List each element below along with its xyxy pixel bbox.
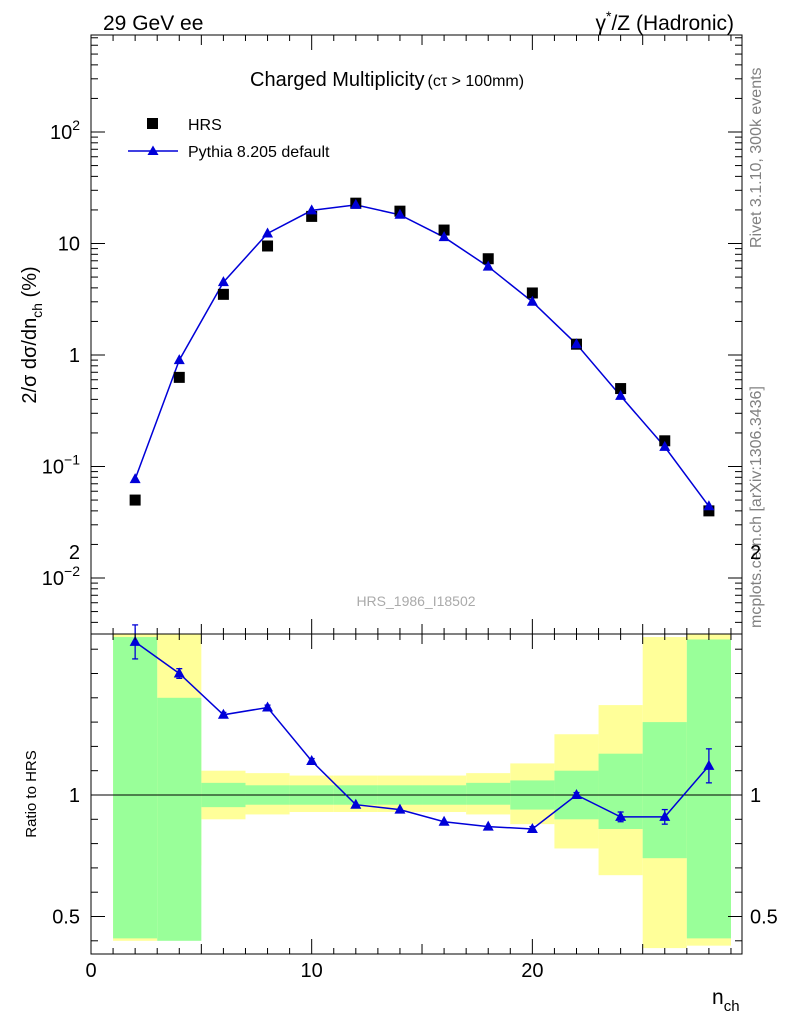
ratio-bands	[113, 634, 731, 949]
hrs-point	[615, 383, 627, 395]
main-y-tick-labels: 10−2 10−1 1 10 102	[42, 117, 80, 590]
x-axis-label: nch	[712, 986, 740, 1015]
y-tick-label: 10−1	[42, 452, 80, 479]
legend-pythia-label: Pythia 8.205 default	[188, 144, 330, 161]
ratio-line	[134, 641, 710, 830]
ratio-point	[350, 798, 362, 809]
ratio-panel: 0.5 0.5 1 1 2 2 0 10 20 Ratio to HRS nch	[23, 542, 778, 1015]
ratio-series	[129, 624, 715, 834]
x-tick-label: 0	[85, 960, 96, 982]
ratio-point	[615, 810, 627, 821]
ratio-point	[394, 803, 406, 814]
x-tick-labels: 0 10 20	[85, 960, 543, 982]
ratio-y-tick-labels: 0.5 0.5 1 1 2 2	[52, 542, 778, 929]
process-label: γ*/Z (Hadronic)	[596, 8, 734, 35]
green-band	[686, 639, 731, 939]
mcplots-label: mcplots.cern.ch [arXiv:1306.3436]	[748, 386, 765, 628]
green-band	[466, 782, 511, 805]
ratio-point	[659, 810, 671, 821]
chart-title: Charged Multiplicity (cτ > 100mm)	[250, 69, 524, 91]
y-tick-label: 102	[50, 117, 80, 144]
green-band	[157, 697, 202, 941]
hrs-point	[482, 253, 494, 265]
pythia-point	[659, 440, 671, 451]
main-series	[129, 197, 715, 517]
pythia-point	[482, 260, 494, 271]
main-panel: 10−2 10−1 1 10 102 Charged Multiplicity (cτ >…	[19, 34, 743, 635]
legend-hrs-label: HRS	[188, 117, 222, 134]
hrs-point	[173, 371, 185, 383]
hrs-point	[526, 287, 538, 299]
pythia-point	[306, 204, 318, 215]
y-axis-label: 2/σ dσ/dnch (%)	[19, 266, 45, 403]
pythia-point	[570, 338, 582, 349]
hrs-point	[129, 494, 141, 506]
y-tick-label: 1	[69, 345, 80, 367]
pythia-point	[262, 227, 274, 238]
legend-hrs-marker	[147, 118, 158, 129]
ratio-frame	[90, 633, 743, 955]
ratio-point	[129, 635, 141, 646]
hrs-point	[217, 288, 229, 300]
ratio-ticks	[90, 634, 742, 954]
ratio-point	[438, 815, 450, 826]
legend-pythia-marker	[147, 145, 159, 155]
ratio-y-tick-label: 0.5	[52, 907, 80, 929]
hrs-point	[262, 240, 274, 252]
ratio-point	[703, 759, 715, 770]
pythia-point	[526, 295, 538, 306]
analysis-label: HRS_1986_I18502	[356, 593, 475, 609]
pythia-point	[394, 208, 406, 219]
ratio-point	[262, 701, 274, 712]
main-ticks	[90, 35, 742, 634]
y-tick-label: 10−2	[42, 563, 80, 590]
energy-label: 29 GeV ee	[103, 12, 203, 35]
pythia-point	[217, 276, 229, 287]
pythia-point	[173, 354, 185, 365]
hrs-point	[306, 210, 318, 222]
ratio-y-tick-label: 1	[69, 785, 80, 807]
ratio-point	[173, 667, 185, 678]
legend: HRS Pythia 8.205 default	[128, 117, 330, 161]
hrs-point	[438, 224, 450, 236]
ratio-y-tick-label-right: 1	[750, 785, 761, 807]
ratio-y-tick-label-right: 2	[750, 542, 761, 564]
pythia-point	[703, 500, 715, 511]
ratio-y-tick-label: 2	[69, 542, 80, 564]
ratio-y-axis-label: Ratio to HRS	[23, 750, 40, 838]
ratio-point	[482, 820, 494, 831]
y-tick-label: 10	[58, 234, 80, 256]
ratio-point	[570, 789, 582, 799]
pythia-point	[615, 389, 627, 400]
green-band	[642, 722, 687, 859]
pythia-point	[350, 198, 362, 209]
pythia-line	[134, 204, 710, 507]
hrs-point	[659, 435, 671, 447]
x-tick-label: 10	[301, 960, 323, 982]
pythia-point	[129, 473, 141, 484]
ratio-point	[306, 754, 318, 765]
ratio-point	[217, 708, 229, 719]
ratio-y-tick-label-right: 0.5	[750, 907, 778, 929]
x-tick-label: 20	[521, 960, 543, 982]
ratio-point	[526, 823, 538, 834]
pythia-point	[438, 231, 450, 242]
hrs-point	[703, 505, 715, 517]
green-band	[113, 637, 158, 939]
rivet-label: Rivet 3.1.10, 300k events	[748, 67, 765, 248]
